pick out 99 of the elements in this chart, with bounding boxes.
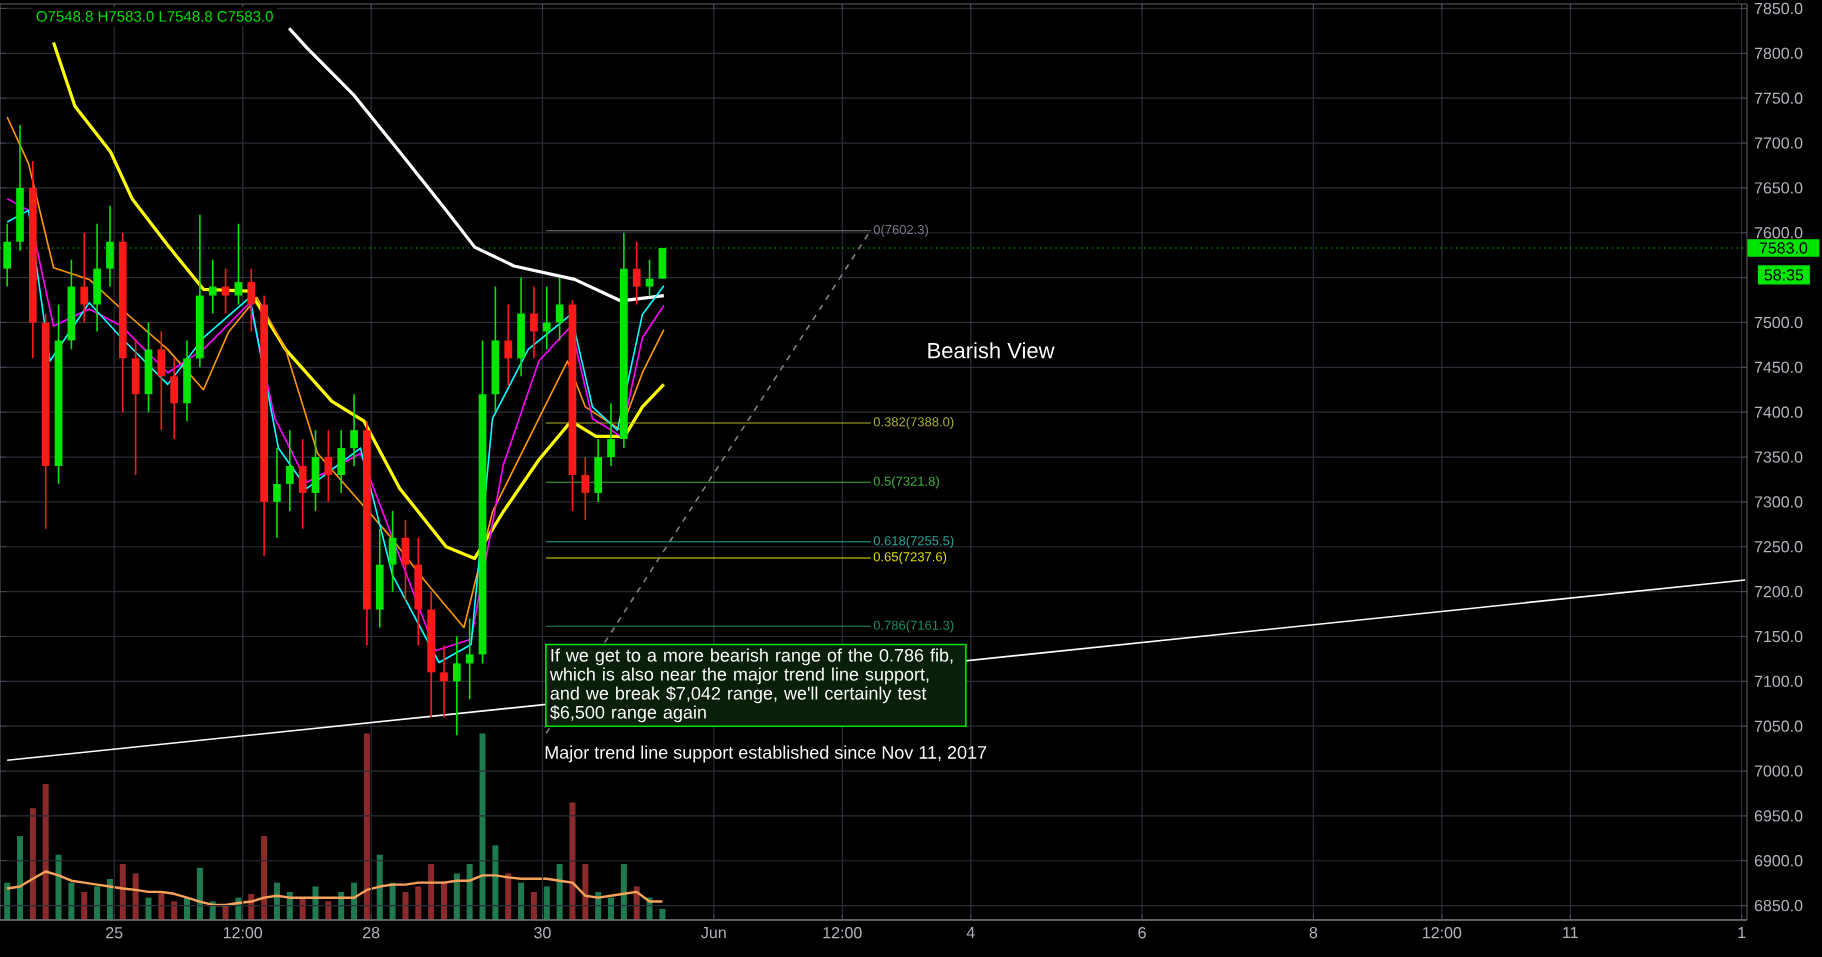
x-tick-label: 12:00 <box>823 927 862 939</box>
series-label: 0.618(7255.5) <box>873 535 954 548</box>
x-tick-label: 12:00 <box>1423 927 1462 939</box>
text: 58:35 <box>1764 269 1804 281</box>
bar <box>4 882 11 920</box>
y-tick-label: 6950.0 <box>1754 810 1803 822</box>
bar <box>466 864 473 920</box>
bar <box>55 854 62 920</box>
bar <box>530 892 537 920</box>
y-tick-label: 7150.0 <box>1754 630 1803 643</box>
y-tick-label: 7700.0 <box>1754 137 1803 149</box>
bar <box>659 908 666 920</box>
series-label: 0.65(7237.6) <box>873 551 947 564</box>
candlestick <box>465 617 474 701</box>
bar <box>16 836 23 920</box>
annotation: Major trend line support established since Nov 11, 2017 <box>545 745 987 763</box>
candlestick <box>350 393 358 467</box>
bar <box>363 733 370 920</box>
y-tick-label: 7450.0 <box>1754 361 1803 373</box>
annotation: O7548.8 H7583.0 L7548.8 C7583.0 <box>36 11 273 22</box>
x-tick-label: 30 <box>534 927 551 939</box>
candlestick <box>607 402 615 467</box>
candlestick <box>324 429 333 503</box>
bar <box>42 783 49 920</box>
x-tick-label: 4 <box>966 927 975 939</box>
candlestick <box>632 240 641 306</box>
bar <box>479 733 486 920</box>
x-tick-label: Jun <box>701 927 726 939</box>
bar <box>492 845 499 920</box>
bar <box>81 892 88 920</box>
y-tick-label: 7600.0 <box>1754 227 1803 239</box>
bar <box>556 864 563 920</box>
bar <box>376 854 383 920</box>
annotation: Bearish View <box>928 342 1055 359</box>
y-tick-label: 7800.0 <box>1754 47 1803 59</box>
bar <box>312 886 319 920</box>
candlestick <box>247 267 256 333</box>
y-tick-label: 7250.0 <box>1754 541 1803 553</box>
bar <box>68 882 75 920</box>
bar <box>325 901 332 920</box>
bar <box>440 882 447 920</box>
bar <box>132 873 139 920</box>
x-tick-label: 11 <box>1563 927 1578 939</box>
y-tick-label: 7350.0 <box>1754 451 1803 463</box>
bar <box>569 802 576 920</box>
bar <box>261 836 268 920</box>
candlestick <box>285 429 294 512</box>
candlestick <box>80 231 89 324</box>
bar <box>620 864 627 920</box>
candlestick <box>440 644 448 719</box>
annotation: If we get to a more bearish range of the 0.786 fib, which is also near the major trend line support, and we break $7,042 range, we'll certainly test $6,500 range again <box>549 648 953 723</box>
series-label: 0.5(7321.8) <box>873 476 939 489</box>
series-label: 0.382(7388.0) <box>873 416 954 430</box>
x-tick-label: 1 <box>1738 927 1746 939</box>
candlestick <box>234 222 243 306</box>
candlestick <box>530 285 538 360</box>
bar <box>608 897 615 920</box>
y-tick-label: 7850.0 <box>1754 2 1803 15</box>
y-tick-label: 7650.0 <box>1754 182 1803 194</box>
bar <box>29 808 36 920</box>
bar <box>171 901 178 920</box>
candlestick <box>452 635 461 736</box>
candlestick <box>208 258 217 315</box>
y-tick-label: 7500.0 <box>1754 316 1803 329</box>
candlestick <box>273 447 281 539</box>
candlestick <box>581 456 590 521</box>
bar <box>582 864 589 920</box>
y-tick-label: 7300.0 <box>1754 496 1803 508</box>
bar <box>196 867 203 920</box>
series-label: 0(7602.3) <box>873 224 929 237</box>
bar <box>145 897 152 920</box>
candlestick <box>221 267 230 315</box>
x-tick-label: 12:00 <box>223 927 263 939</box>
y-tick-label: 7000.0 <box>1754 765 1803 777</box>
bar <box>428 864 435 920</box>
bar <box>505 873 512 920</box>
y-tick-label: 7400.0 <box>1754 406 1803 418</box>
series-label: 0.786(7161.3) <box>873 620 954 633</box>
x-tick-label: 28 <box>363 927 380 939</box>
candlestick <box>542 285 551 351</box>
bar <box>402 892 409 920</box>
bar <box>453 873 460 920</box>
y-tick-label: 7100.0 <box>1754 675 1803 688</box>
y-tick-label: 7050.0 <box>1754 720 1803 732</box>
bar <box>94 886 101 920</box>
candlestick <box>645 258 654 297</box>
y-tick-label: 7750.0 <box>1754 92 1803 104</box>
bar <box>119 864 126 920</box>
bar <box>543 886 550 920</box>
y-tick-label: 6900.0 <box>1754 855 1803 867</box>
y-tick-label: 6850.0 <box>1754 899 1803 912</box>
x-tick-label: 6 <box>1138 927 1146 939</box>
x-tick-label: 8 <box>1309 927 1318 939</box>
bar <box>415 886 422 920</box>
candlestick <box>504 303 513 387</box>
x-tick-label: 25 <box>106 927 123 939</box>
bar <box>518 882 525 920</box>
y-tick-label: 7200.0 <box>1754 585 1803 598</box>
ref-line-label: 7583.0 <box>1759 242 1808 254</box>
